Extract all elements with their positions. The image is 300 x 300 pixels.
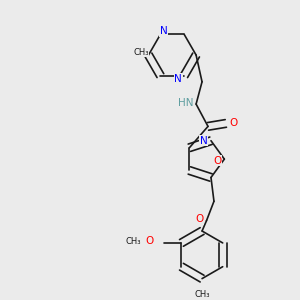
Text: CH₃: CH₃ bbox=[194, 290, 210, 299]
Text: N: N bbox=[160, 26, 167, 36]
Text: CH₃: CH₃ bbox=[126, 237, 141, 246]
Text: N: N bbox=[200, 136, 207, 146]
Text: O: O bbox=[195, 214, 204, 224]
Text: HN: HN bbox=[178, 98, 193, 108]
Text: CH₃: CH₃ bbox=[133, 47, 149, 56]
Text: O: O bbox=[214, 156, 222, 166]
Text: O: O bbox=[229, 118, 237, 128]
Text: N: N bbox=[174, 74, 182, 84]
Text: O: O bbox=[145, 236, 153, 246]
